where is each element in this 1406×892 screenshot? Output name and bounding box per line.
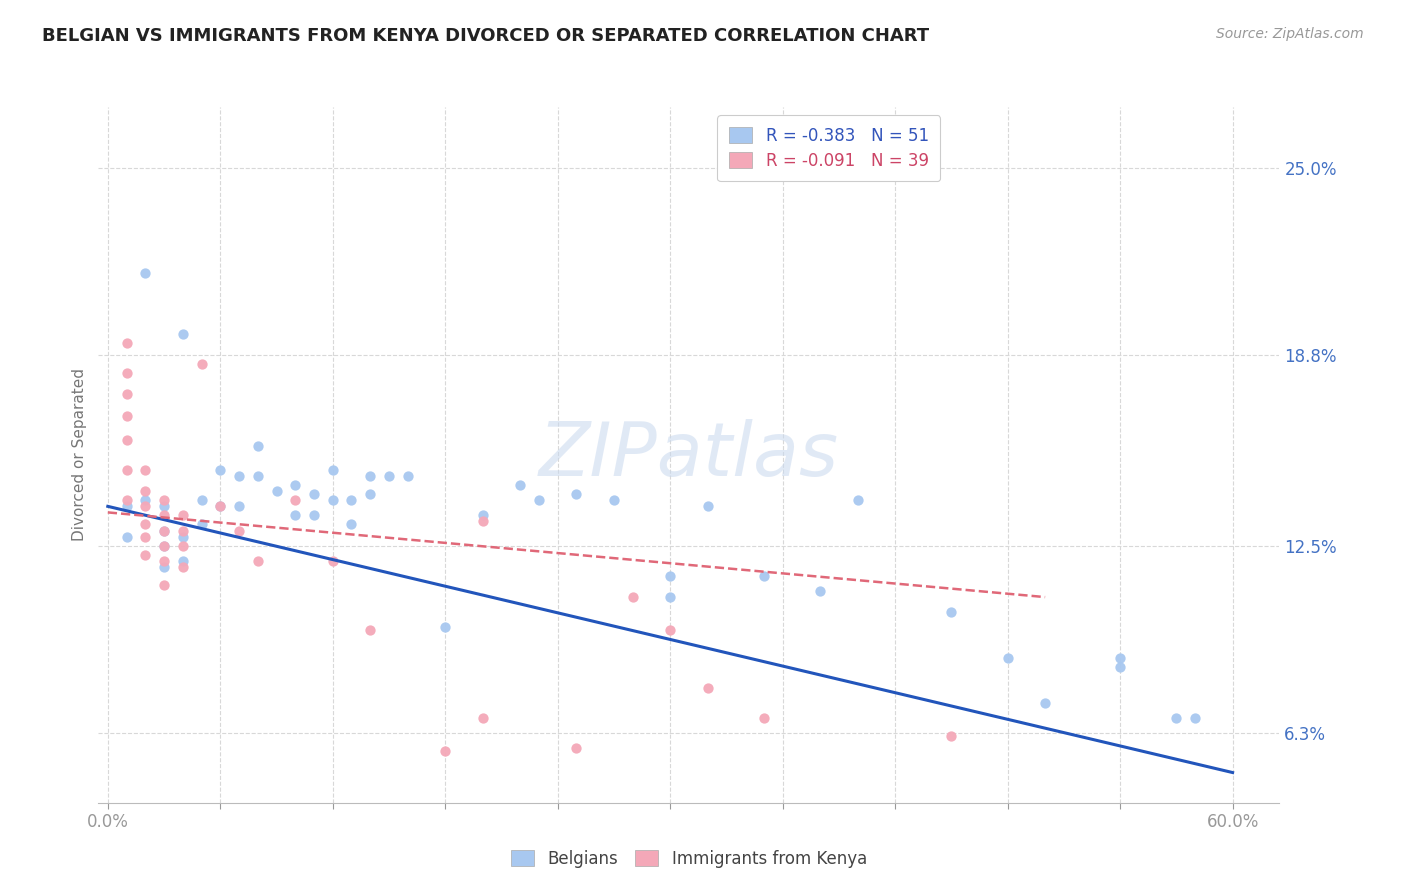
Point	[209, 463, 232, 477]
Point	[228, 500, 250, 514]
Point	[153, 539, 176, 553]
Point	[153, 554, 176, 568]
Point	[527, 493, 550, 508]
Point	[1166, 711, 1188, 725]
Point	[603, 493, 626, 508]
Point	[565, 741, 588, 756]
Point	[115, 493, 138, 508]
Point	[284, 508, 307, 523]
Point	[209, 500, 232, 514]
Point	[471, 711, 494, 725]
Point	[134, 463, 156, 477]
Point	[1033, 696, 1056, 710]
Point	[172, 539, 194, 553]
Point	[997, 650, 1019, 665]
Point	[808, 584, 831, 599]
Point	[471, 508, 494, 523]
Point	[134, 267, 156, 281]
Point	[621, 590, 644, 604]
Legend: Belgians, Immigrants from Kenya: Belgians, Immigrants from Kenya	[501, 840, 877, 878]
Point	[302, 508, 325, 523]
Point	[209, 500, 232, 514]
Point	[246, 554, 269, 568]
Point	[134, 530, 156, 544]
Point	[359, 487, 381, 501]
Point	[153, 524, 176, 538]
Point	[115, 433, 138, 447]
Point	[359, 624, 381, 638]
Point	[246, 469, 269, 483]
Point	[322, 463, 344, 477]
Point	[941, 605, 963, 619]
Point	[153, 524, 176, 538]
Point	[134, 500, 156, 514]
Point	[659, 624, 682, 638]
Point	[471, 515, 494, 529]
Point	[509, 478, 531, 492]
Point	[565, 487, 588, 501]
Point	[153, 578, 176, 592]
Point	[153, 508, 176, 523]
Point	[396, 469, 419, 483]
Point	[172, 559, 194, 574]
Point	[115, 409, 138, 423]
Point	[434, 744, 457, 758]
Point	[941, 729, 963, 743]
Point	[228, 469, 250, 483]
Point	[266, 484, 288, 499]
Point	[115, 366, 138, 380]
Point	[190, 493, 212, 508]
Point	[1184, 711, 1206, 725]
Point	[134, 548, 156, 562]
Point	[153, 500, 176, 514]
Point	[115, 500, 138, 514]
Point	[172, 554, 194, 568]
Point	[153, 559, 176, 574]
Point	[1109, 659, 1132, 673]
Point	[134, 517, 156, 532]
Point	[153, 539, 176, 553]
Point	[302, 487, 325, 501]
Point	[284, 493, 307, 508]
Text: BELGIAN VS IMMIGRANTS FROM KENYA DIVORCED OR SEPARATED CORRELATION CHART: BELGIAN VS IMMIGRANTS FROM KENYA DIVORCE…	[42, 27, 929, 45]
Point	[190, 357, 212, 371]
Point	[115, 336, 138, 351]
Point	[1109, 650, 1132, 665]
Point	[115, 387, 138, 401]
Point	[696, 681, 718, 695]
Point	[246, 439, 269, 453]
Point	[284, 478, 307, 492]
Point	[172, 530, 194, 544]
Point	[190, 517, 212, 532]
Point	[752, 569, 775, 583]
Point	[359, 469, 381, 483]
Point	[696, 500, 718, 514]
Point	[115, 530, 138, 544]
Point	[172, 524, 194, 538]
Point	[322, 554, 344, 568]
Point	[659, 590, 682, 604]
Point	[846, 493, 869, 508]
Point	[659, 569, 682, 583]
Y-axis label: Divorced or Separated: Divorced or Separated	[72, 368, 87, 541]
Point	[134, 484, 156, 499]
Point	[115, 463, 138, 477]
Point	[340, 517, 363, 532]
Point	[172, 326, 194, 341]
Point	[322, 493, 344, 508]
Point	[752, 711, 775, 725]
Point	[228, 524, 250, 538]
Text: Source: ZipAtlas.com: Source: ZipAtlas.com	[1216, 27, 1364, 41]
Point	[153, 493, 176, 508]
Point	[340, 493, 363, 508]
Point	[134, 493, 156, 508]
Point	[172, 508, 194, 523]
Point	[434, 620, 457, 634]
Text: ZIPatlas: ZIPatlas	[538, 419, 839, 491]
Point	[378, 469, 401, 483]
